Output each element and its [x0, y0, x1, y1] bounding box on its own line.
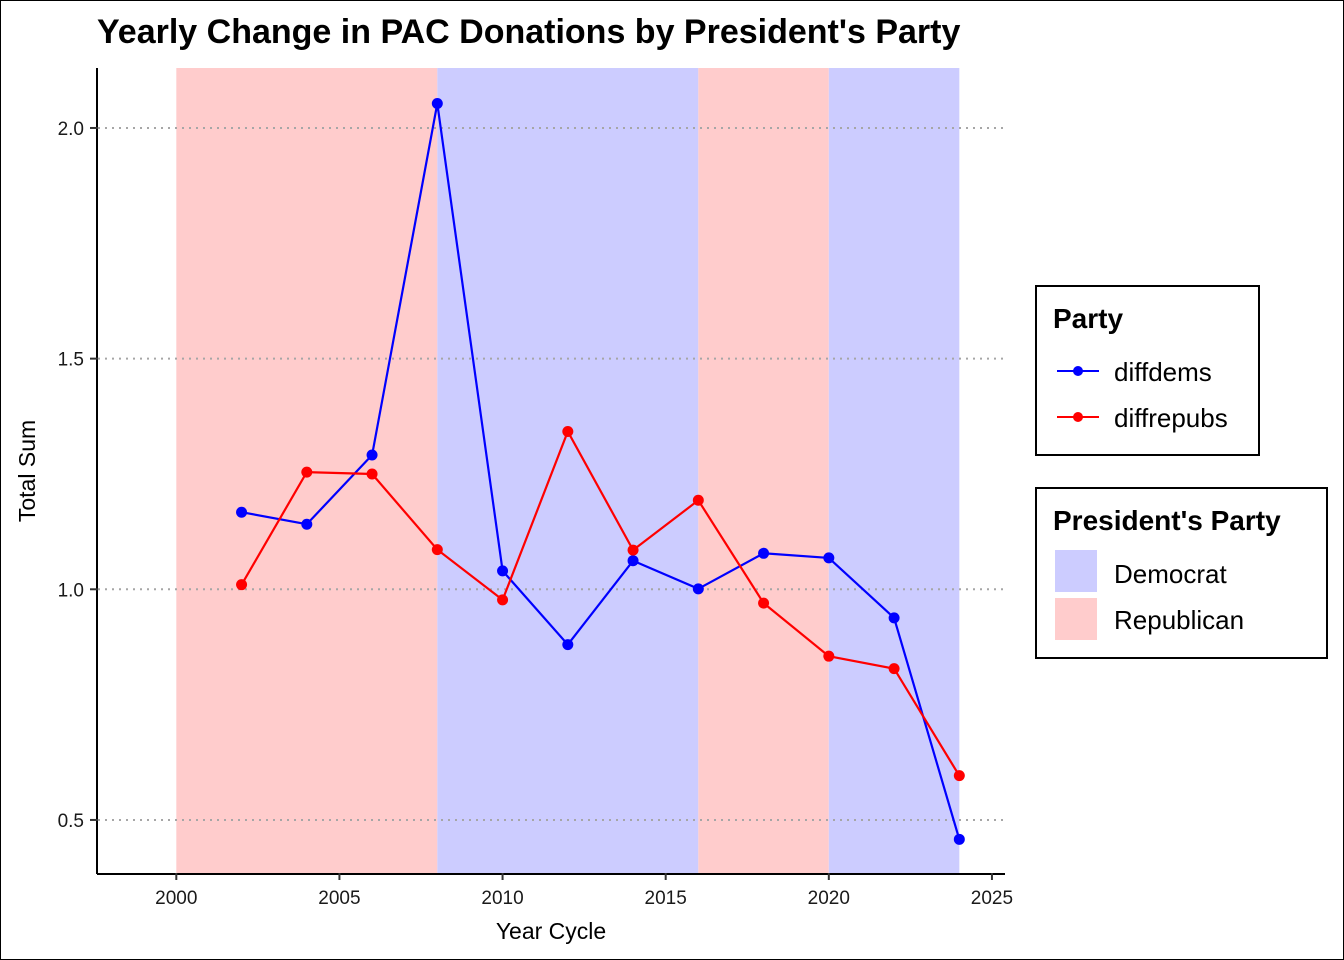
- x-tick-label-5: 2025: [971, 888, 1013, 909]
- point-diffdems-2020: [823, 552, 835, 564]
- band-republican-2: [698, 68, 829, 873]
- point-diffdems-2024: [953, 833, 965, 845]
- x-tick-label-3: 2015: [645, 888, 687, 909]
- president-bands: [176, 68, 960, 873]
- legend-diffrepubs-label: diffrepubs: [1114, 403, 1228, 433]
- chart-title: Yearly Change in PAC Donations by Presid…: [97, 13, 960, 51]
- y-tick-label-0: 0.5: [58, 811, 84, 832]
- series-points: [236, 98, 965, 845]
- point-diffdems-2008: [431, 98, 443, 110]
- point-diffrepubs-2004: [301, 466, 313, 478]
- point-diffdems-2016: [692, 583, 704, 595]
- y-tick-label-3: 2.0: [58, 119, 84, 140]
- y-ticks: 0.5 1.0 1.5 2.0: [58, 119, 98, 832]
- point-diffrepubs-2014: [627, 544, 639, 556]
- point-diffrepubs-2020: [823, 650, 835, 662]
- x-tick-label-1: 2005: [318, 888, 360, 909]
- series-line-diffrepubs: [240, 428, 961, 777]
- legend-party: Party diffdems diffrepubs: [1035, 285, 1260, 456]
- legend-democrat-label: Democrat: [1114, 559, 1227, 589]
- x-ticks: 2000 2005 2010 2015 2020 2025: [155, 873, 1013, 909]
- series-lines: [240, 103, 961, 840]
- legend-democrat-swatch: [1055, 550, 1097, 592]
- legend-republican-label: Republican: [1114, 605, 1244, 635]
- legend-diffdems-point: [1073, 366, 1083, 376]
- x-tick-label-0: 2000: [155, 888, 197, 909]
- legend-president-title: President's Party: [1053, 505, 1281, 536]
- band-democrat-1: [437, 68, 699, 873]
- y-tick-label-1: 1.0: [58, 580, 84, 601]
- legend-party-title: Party: [1053, 303, 1123, 334]
- point-diffdems-2014: [627, 555, 639, 567]
- y-axis-label: Total Sum: [14, 420, 40, 522]
- point-diffdems-2018: [758, 547, 770, 559]
- series-line-diffdems: [241, 103, 961, 840]
- point-diffdems-2012: [562, 639, 574, 651]
- legend-president: President's Party Democrat Republican: [1035, 487, 1328, 659]
- x-tick-label-2: 2010: [481, 888, 523, 909]
- point-diffrepubs-2006: [366, 468, 378, 480]
- point-diffdems-2010: [497, 565, 509, 577]
- point-diffrepubs-2024: [953, 770, 965, 782]
- legend-diffdems-label: diffdems: [1114, 357, 1212, 387]
- point-diffdems-2022: [888, 612, 900, 624]
- point-diffrepubs-2010: [497, 594, 509, 606]
- x-axis-label: Year Cycle: [496, 918, 606, 944]
- band-democrat-3: [828, 68, 960, 873]
- point-diffrepubs-2008: [431, 544, 443, 556]
- point-diffdems-2004: [301, 518, 313, 530]
- legend-diffrepubs-point: [1073, 412, 1083, 422]
- point-diffdems-2002: [236, 506, 248, 518]
- point-diffrepubs-2002: [236, 579, 248, 591]
- y-tick-label-2: 1.5: [58, 350, 84, 371]
- x-tick-label-4: 2020: [808, 888, 850, 909]
- point-diffrepubs-2022: [888, 663, 900, 675]
- point-diffrepubs-2018: [758, 597, 770, 609]
- point-diffrepubs-2016: [692, 494, 704, 506]
- point-diffdems-2006: [366, 449, 378, 461]
- point-diffrepubs-2012: [562, 426, 574, 438]
- legend-republican-swatch: [1055, 598, 1097, 640]
